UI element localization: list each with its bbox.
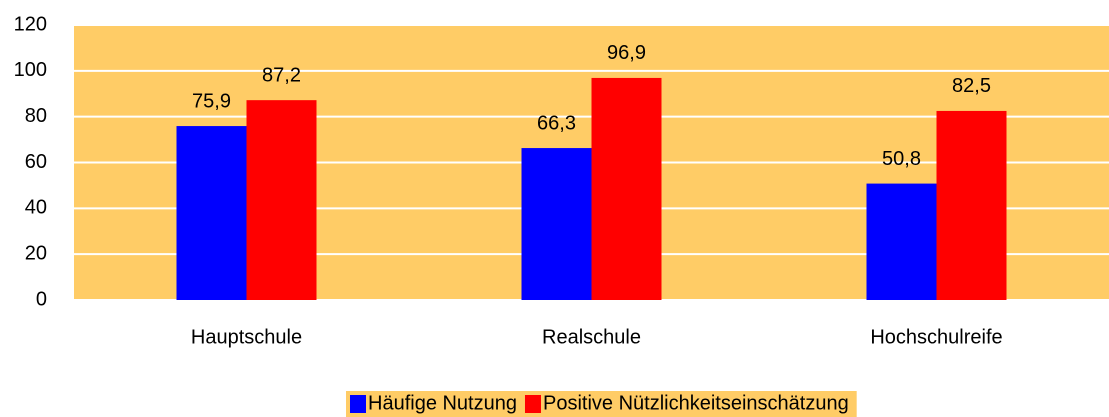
x-tick-label: Realschule [542,326,641,348]
x-tick-label: Hauptschule [191,326,302,348]
value-label: 50,8 [882,148,921,170]
y-tick-label: 40 [25,197,47,219]
value-label: 82,5 [952,75,991,97]
value-label: 87,2 [262,64,301,86]
bar [591,77,662,300]
y-tick-label: 0 [36,288,47,310]
y-tick-label: 120 [14,13,47,35]
y-tick-label: 100 [14,59,47,81]
bar [176,126,247,300]
legend-box [346,391,857,417]
legend-swatch [524,395,541,413]
x-tick-label: Hochschulreife [870,326,1002,348]
y-tick-label: 60 [25,151,47,173]
bar [936,110,1007,300]
bar [866,183,937,300]
value-label: 75,9 [192,90,231,112]
legend-label: Häufige Nutzung [368,392,517,414]
bar [521,148,592,300]
legend-label: Positive Nützlichkeitseinschätzung [543,392,849,414]
legend-swatch [350,395,366,413]
y-tick-label: 80 [25,105,47,127]
y-tick-label: 20 [25,242,47,264]
value-label: 96,9 [607,42,646,64]
bar [246,100,317,301]
value-label: 66,3 [537,112,576,134]
